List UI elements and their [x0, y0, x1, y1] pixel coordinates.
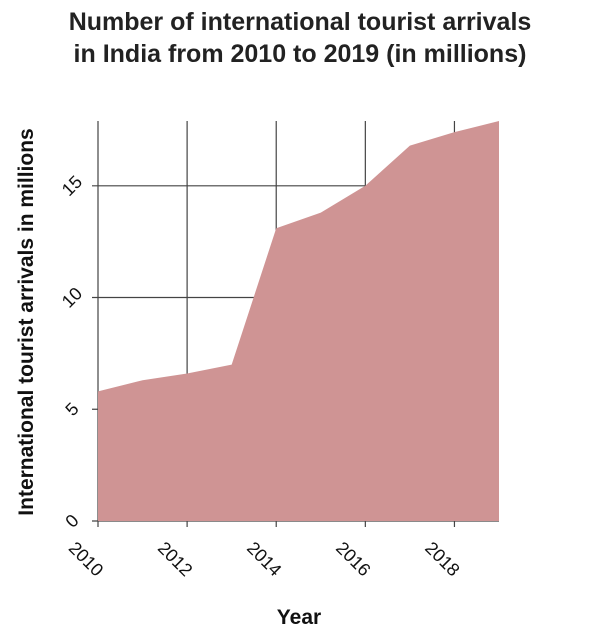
y-axis-ticks: 0 5 10 15 [58, 172, 86, 532]
x-axis-ticks: 2010 2012 2014 2016 2018 [65, 538, 464, 580]
data-point [229, 362, 234, 367]
x-tick-label: 2014 [243, 538, 285, 580]
y-tick-label: 10 [58, 283, 86, 311]
plot-area [96, 119, 502, 521]
data-point [96, 389, 101, 394]
data-point [363, 183, 368, 188]
data-point [140, 378, 145, 383]
x-tick-label: 2018 [421, 538, 463, 580]
data-point [452, 130, 457, 135]
y-tick-label: 5 [61, 399, 82, 420]
chart-title-line-2: in India from 2010 to 2019 (in millions) [74, 40, 527, 68]
y-axis-label: International tourist arrivals in millio… [15, 128, 38, 515]
data-point [185, 371, 190, 376]
x-tick-label: 2012 [154, 538, 196, 580]
data-point [318, 210, 323, 215]
data-point [274, 226, 279, 231]
area-series-0 [98, 121, 499, 521]
chart-title-line-1: Number of international tourist arrivals [69, 8, 532, 36]
x-tick-label: 2016 [332, 538, 374, 580]
y-tick-label: 15 [58, 172, 86, 200]
data-point [497, 119, 502, 124]
x-axis-label: Year [277, 606, 321, 629]
data-point [407, 143, 412, 148]
x-tick-label: 2010 [65, 538, 107, 580]
y-tick-label: 0 [61, 510, 82, 531]
